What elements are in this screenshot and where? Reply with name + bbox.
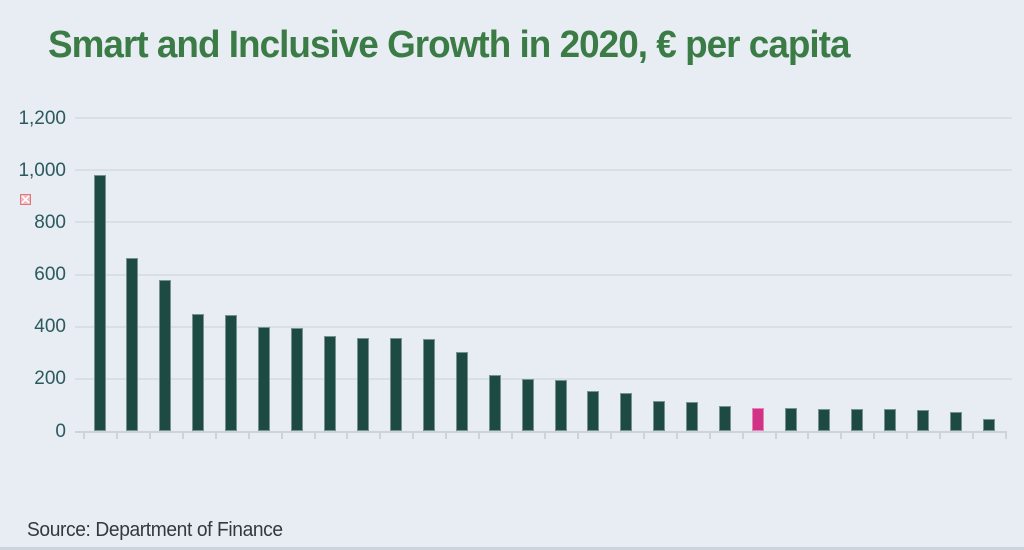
x-axis-tick	[313, 432, 316, 439]
gridline-400	[75, 325, 1012, 328]
bar	[192, 313, 205, 431]
bar	[159, 279, 172, 431]
x-axis-tick	[642, 432, 645, 439]
bar	[389, 338, 402, 431]
x-axis-tick	[412, 432, 415, 439]
x-axis-tick	[544, 432, 547, 439]
bar	[817, 408, 830, 431]
bar	[620, 393, 633, 431]
y-axis-label: 1,000	[18, 159, 66, 181]
x-axis-tick	[741, 432, 744, 439]
x-axis-line	[75, 430, 1007, 433]
source-note: Source: Department of Finance	[27, 519, 283, 541]
gridline-600	[75, 273, 1012, 276]
x-axis-tick	[214, 432, 217, 439]
y-axis-label: 0	[55, 420, 66, 442]
bar	[554, 380, 567, 431]
x-axis-tick	[774, 432, 777, 439]
x-axis-tick	[873, 432, 876, 439]
x-axis-tick	[478, 432, 481, 439]
x-axis-tick	[83, 432, 85, 439]
x-axis-tick	[807, 432, 810, 439]
bar	[455, 351, 468, 431]
bar	[356, 337, 369, 431]
x-axis-tick	[445, 432, 448, 439]
x-axis-tick	[379, 432, 382, 439]
gridline-1000	[75, 169, 1012, 172]
gridline-1200	[75, 117, 1012, 119]
gridline-200	[75, 377, 1012, 380]
bar	[93, 175, 106, 431]
x-axis-tick	[346, 432, 349, 439]
y-axis-label: 200	[34, 368, 66, 390]
gridline-800	[75, 221, 1012, 224]
x-axis-tick	[148, 432, 151, 439]
chart-title: Smart and Inclusive Growth in 2020, € pe…	[48, 24, 850, 66]
bar	[719, 406, 732, 431]
x-axis-tick	[708, 432, 711, 439]
bar	[422, 339, 435, 431]
bar	[785, 408, 798, 431]
y-axis-label: 800	[34, 211, 66, 233]
x-axis-tick	[511, 432, 514, 439]
broken-image-icon	[20, 192, 31, 205]
x-axis-tick	[675, 432, 678, 439]
bar	[883, 409, 896, 431]
x-axis-tick	[939, 432, 942, 439]
bar	[686, 401, 699, 431]
x-axis-tick	[576, 432, 579, 439]
bar	[653, 401, 666, 431]
bar	[916, 410, 929, 431]
x-axis-tick	[181, 432, 184, 439]
bar	[324, 335, 336, 431]
x-axis-tick	[247, 432, 250, 439]
bar	[850, 408, 863, 431]
bottom-border	[0, 547, 1024, 550]
bar	[982, 419, 995, 431]
bar	[521, 378, 534, 431]
bar	[126, 257, 139, 431]
bar	[225, 314, 238, 431]
x-axis-tick	[1005, 432, 1008, 439]
x-axis-tick	[906, 432, 909, 439]
x-axis-tick	[840, 432, 843, 439]
x-axis-tick	[609, 432, 612, 439]
bar	[488, 374, 501, 431]
bar	[258, 326, 271, 431]
y-axis-label: 400	[34, 316, 66, 338]
y-axis-label: 1,200	[18, 107, 66, 129]
y-axis-label: 600	[34, 264, 66, 285]
x-axis-tick	[115, 432, 118, 439]
bar-highlighted	[752, 407, 765, 431]
bar	[291, 327, 304, 431]
x-axis-tick	[972, 432, 975, 439]
bar	[587, 390, 600, 431]
x-axis-tick	[280, 432, 283, 439]
bar	[949, 411, 962, 431]
